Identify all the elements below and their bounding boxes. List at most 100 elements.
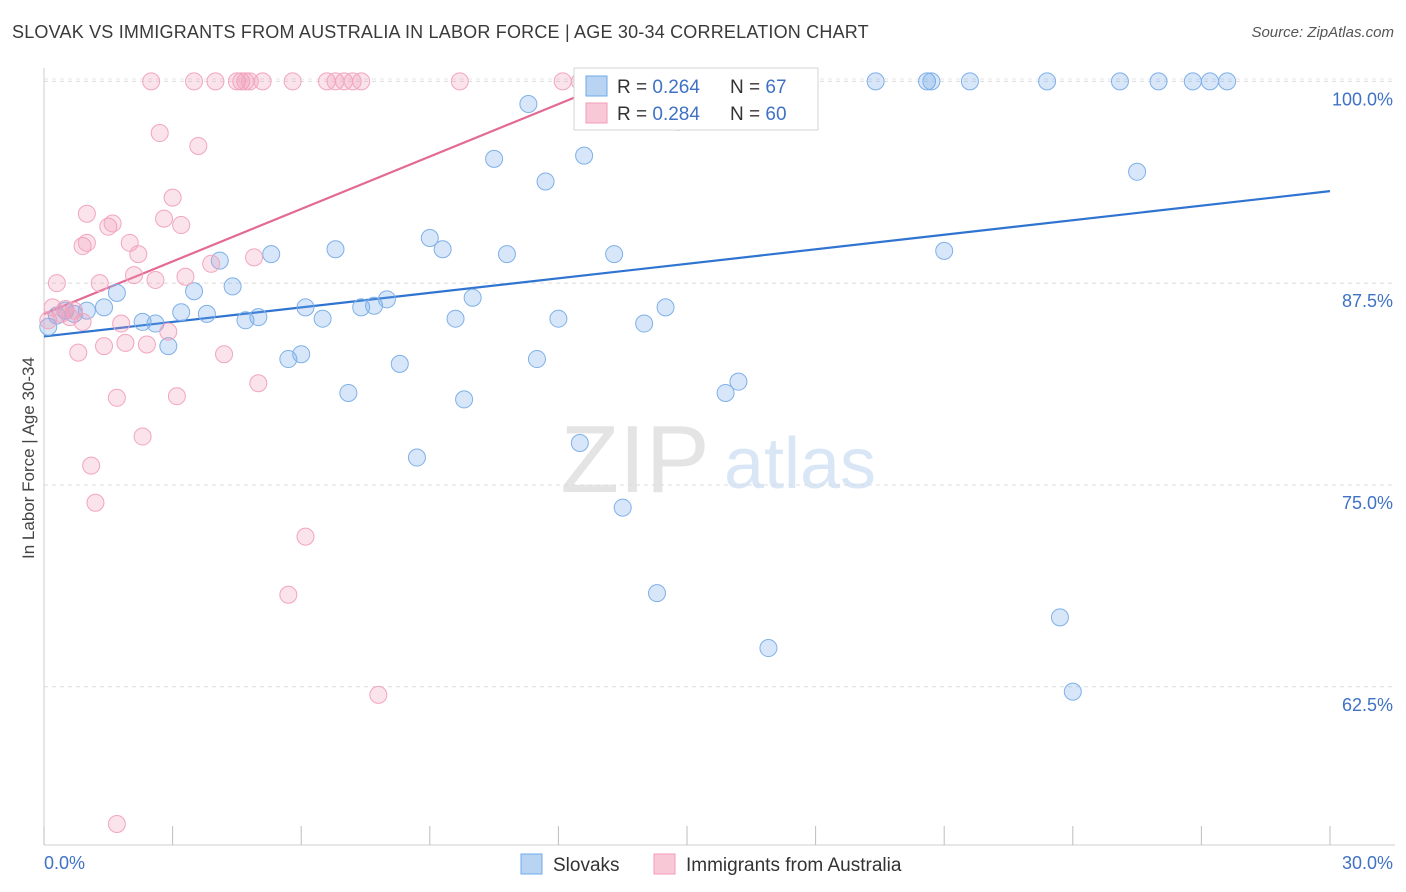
australia-point bbox=[245, 248, 264, 267]
x-tick-label-end: 30.0% bbox=[1342, 853, 1393, 873]
australia-point bbox=[450, 72, 469, 91]
stats-n-value-1: 67 bbox=[765, 77, 786, 98]
slovaks-point bbox=[1200, 72, 1219, 91]
slovaks-point bbox=[326, 240, 345, 259]
slovaks-point bbox=[613, 498, 632, 517]
slovaks-point bbox=[296, 298, 315, 317]
australia-point bbox=[206, 72, 225, 91]
slovaks-point bbox=[463, 288, 482, 307]
svg-text:N = 67: N = 67 bbox=[730, 77, 787, 98]
slovaks-point bbox=[1128, 162, 1147, 181]
australia-point bbox=[202, 254, 221, 273]
slovaks-point bbox=[656, 298, 675, 317]
slovaks-point bbox=[1183, 72, 1202, 91]
australia-point bbox=[296, 527, 315, 546]
slovaks-point bbox=[935, 241, 954, 260]
slovaks-point bbox=[339, 383, 358, 402]
source-label: Source: ZipAtlas.com bbox=[1251, 24, 1394, 41]
slovaks-point bbox=[420, 228, 439, 247]
slovaks-point bbox=[1110, 72, 1129, 91]
slovaks-point bbox=[146, 314, 165, 333]
slovaks-point bbox=[390, 354, 409, 373]
slovaks-point bbox=[519, 94, 538, 113]
y-axis-title: In Labor Force | Age 30-34 bbox=[19, 357, 38, 559]
australia-point bbox=[73, 312, 92, 331]
legend-swatch-slovaks bbox=[520, 853, 543, 875]
slovaks-point bbox=[77, 301, 96, 320]
slovaks-point bbox=[716, 383, 735, 402]
slovaks-point bbox=[313, 309, 332, 328]
australia-point bbox=[69, 343, 88, 362]
australia-point bbox=[553, 72, 572, 91]
australia-point bbox=[163, 188, 182, 207]
slovaks-point bbox=[497, 245, 516, 264]
australia-point bbox=[150, 124, 169, 143]
australia-point bbox=[155, 209, 174, 228]
australia-point bbox=[352, 72, 371, 91]
australia-point bbox=[215, 345, 234, 364]
slovaks-point bbox=[575, 146, 594, 165]
australia-point bbox=[107, 388, 126, 407]
australia-point bbox=[47, 274, 66, 293]
slovaks-point bbox=[133, 312, 152, 331]
australia-point bbox=[77, 233, 96, 252]
slovaks-point bbox=[159, 337, 178, 356]
australia-point bbox=[283, 72, 302, 91]
australia-point bbox=[116, 333, 135, 352]
stats-legend: R = 0.264 N = 67 R = 0.284 N = 60 bbox=[573, 67, 819, 131]
slovaks-point bbox=[292, 345, 311, 364]
slovaks-trend-line bbox=[43, 190, 1331, 338]
slovaks-point bbox=[918, 72, 937, 91]
slovaks-point bbox=[527, 350, 546, 369]
slovaks-point bbox=[433, 240, 452, 259]
australia-trend-line bbox=[43, 80, 615, 315]
australia-point bbox=[107, 815, 126, 834]
stats-r-label-2: R = bbox=[617, 104, 652, 125]
slovaks-point bbox=[729, 372, 748, 391]
slovaks-point bbox=[172, 303, 191, 322]
slovaks-point bbox=[1218, 72, 1237, 91]
y-tick-label: 62.5% bbox=[1342, 695, 1393, 715]
australia-point bbox=[90, 274, 109, 293]
slovaks-point bbox=[570, 434, 589, 453]
australia-point bbox=[176, 267, 195, 286]
svg-text:N = 60: N = 60 bbox=[730, 104, 787, 125]
stats-swatch-blue bbox=[585, 75, 608, 97]
australia-point bbox=[86, 493, 105, 512]
australia-point bbox=[159, 322, 178, 341]
stats-r-value-2: 0.284 bbox=[652, 104, 700, 125]
slovaks-point bbox=[647, 584, 666, 603]
legend-label-slovaks: Slovaks bbox=[553, 855, 620, 876]
australia-point bbox=[172, 216, 191, 235]
australia-point bbox=[125, 266, 144, 285]
slovaks-point bbox=[960, 72, 979, 91]
australia-point bbox=[369, 685, 388, 704]
australia-point bbox=[82, 456, 101, 475]
australia-point bbox=[253, 72, 272, 91]
y-tick-label: 87.5% bbox=[1342, 291, 1393, 311]
australia-point bbox=[95, 337, 114, 356]
bottom-legend: Slovaks Immigrants from Australia bbox=[520, 853, 902, 876]
australia-point bbox=[240, 72, 259, 91]
slovaks-point bbox=[197, 304, 216, 323]
svg-text:R = 0.264: R = 0.264 bbox=[617, 77, 700, 98]
slovaks-point bbox=[866, 72, 885, 91]
slovaks-point bbox=[485, 149, 504, 168]
y-tick-label: 100.0% bbox=[1332, 89, 1393, 109]
slovaks-point bbox=[549, 309, 568, 328]
australia-point bbox=[146, 270, 165, 289]
slovaks-point bbox=[262, 245, 281, 264]
slovaks-point bbox=[605, 245, 624, 264]
slovaks-point bbox=[1038, 72, 1057, 91]
slovaks-point bbox=[352, 298, 371, 317]
australia-point bbox=[77, 204, 96, 223]
australia-point bbox=[112, 314, 131, 333]
svg-text:R = 0.284: R = 0.284 bbox=[617, 104, 700, 125]
australia-point bbox=[129, 245, 148, 264]
slovaks-point bbox=[536, 172, 555, 191]
slovaks-point bbox=[1149, 72, 1168, 91]
slovaks-point bbox=[223, 277, 242, 296]
australia-point bbox=[137, 335, 156, 354]
slovaks-point bbox=[759, 639, 778, 658]
